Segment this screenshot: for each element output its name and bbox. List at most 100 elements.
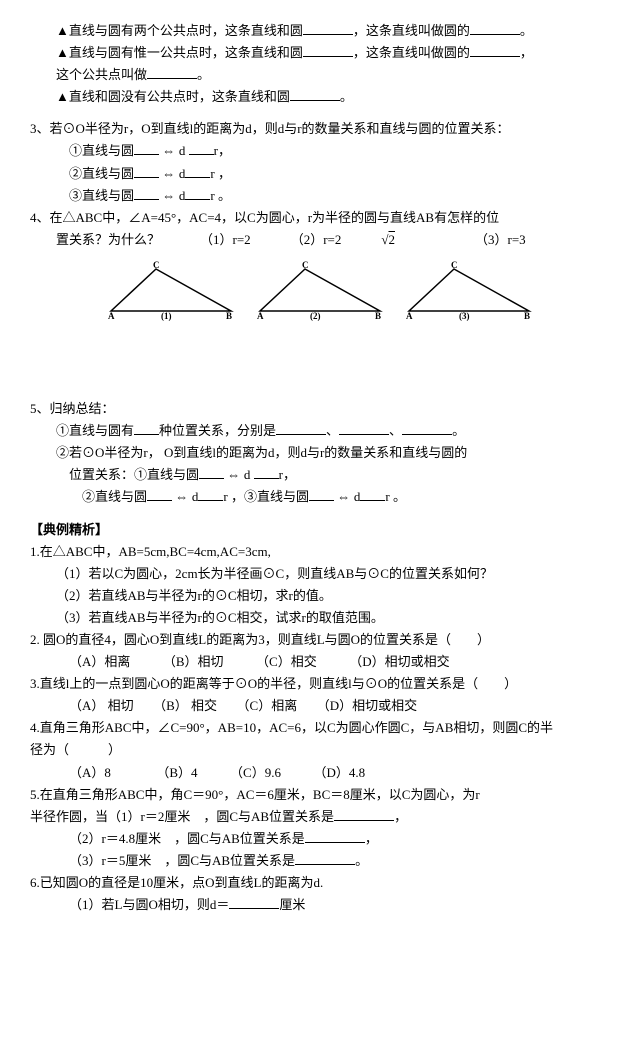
arrow-icon: ⇔: [227, 467, 244, 482]
p6-s1: （1）若L与圆O相切，则d＝厘米: [30, 894, 610, 916]
text: ①直线与圆有: [56, 423, 134, 438]
q5-l4: ②直线与圆 ⇔ dr ，③直线与圆 ⇔ dr 。: [30, 486, 610, 508]
text: ，: [394, 809, 407, 824]
text: ，: [365, 831, 378, 846]
text: r，: [214, 143, 231, 158]
p1-s3: （3）若直线AB与半径为r的⊙C相交，试求r的取值范围。: [30, 607, 610, 629]
blank: [199, 465, 224, 479]
blank: [303, 21, 353, 35]
intro-bullet-2: ▲直线与圆有惟一公共点时，这条直线和圆，这条直线叫做圆的，: [30, 42, 610, 64]
q3-stem: 3、若⊙O半径为r，O到直线l的距离为d，则d与r的数量关系和直线与圆的位置关系…: [30, 118, 610, 140]
text: 置关系？为什么？: [56, 229, 160, 251]
text: 。: [520, 23, 533, 38]
p5-stem2: 半径作圆，当（1）r＝2厘米 ，圆C与AB位置关系是，: [30, 806, 610, 828]
svg-text:C: C: [302, 261, 309, 270]
q4-opt3: （3）r=3: [475, 229, 526, 251]
blank: [254, 465, 279, 479]
q4-opt1: （1）r=2: [200, 229, 251, 251]
svg-text:(1): (1): [161, 311, 172, 321]
blank: [309, 487, 334, 501]
blank: [339, 421, 389, 435]
blank: [290, 87, 340, 101]
svg-text:(2): (2): [310, 311, 321, 321]
text: （2）r＝4.8厘米 ，圆C与AB位置关系是: [69, 831, 305, 846]
triangle-3-icon: A B C (3): [404, 261, 534, 321]
text: （3）r＝5厘米 ，圆C与AB位置关系是: [69, 853, 295, 868]
q4-stem: 4、在△ABC中，∠A=45°，AC=4，以C为圆心，r为半径的圆与直线AB有怎…: [30, 207, 610, 229]
svg-text:A: A: [406, 311, 413, 321]
text: 。: [452, 423, 465, 438]
q5-l2: ②若⊙O半径为r， O到直线l的距离为d，则d与r的数量关系和直线与圆的: [30, 442, 610, 464]
text: 。: [340, 89, 353, 104]
text: 这个公共点叫做: [56, 67, 147, 82]
svg-text:(3): (3): [459, 311, 470, 321]
blank: [189, 141, 214, 155]
text: ，这条直线叫做圆的: [353, 45, 470, 60]
p2-stem: 2. 圆O的直径4，圆心O到直线L的距离为3，则直线L与圆O的位置关系是（ ）: [30, 629, 610, 651]
blank: [134, 421, 159, 435]
arrow-icon: ⇔: [175, 489, 192, 504]
text: 。: [355, 853, 368, 868]
p1-stem: 1.在△ABC中，AB=5cm,BC=4cm,AC=3cm,: [30, 541, 610, 563]
blank: [470, 21, 520, 35]
blank: [229, 895, 279, 909]
blank: [147, 487, 172, 501]
text: r ，③直线与圆: [223, 489, 309, 504]
blank: [402, 421, 452, 435]
arrow-icon: ⇔: [162, 166, 179, 181]
text: d: [179, 143, 189, 158]
triangle-1-icon: A B C (1): [106, 261, 236, 321]
p5-stem: 5.在直角三角形ABC中，角C＝90°，AC＝6厘米，BC＝8厘米，以C为圆心，…: [30, 784, 610, 806]
text: ②直线与圆: [82, 489, 147, 504]
text: ③直线与圆: [69, 188, 134, 203]
q5-l1: ①直线与圆有 种位置关系，分别是 、 、 。: [30, 420, 610, 442]
p2-opts: （A）相离 （B）相切 （C）相交 （D）相切或相交: [30, 651, 610, 673]
text: 、: [389, 423, 402, 438]
q5-head: 5、归纳总结：: [30, 398, 610, 420]
text: r 。: [210, 188, 231, 203]
blank: [295, 851, 355, 865]
arrow-icon: ⇔: [162, 188, 179, 203]
blank: [198, 487, 223, 501]
text: 种位置关系，分别是: [159, 423, 276, 438]
triangle-2-icon: A B C (2): [255, 261, 385, 321]
svg-text:B: B: [375, 311, 381, 321]
intro-bullet-3: ▲直线和圆没有公共点时，这条直线和圆。: [30, 86, 610, 108]
p5-s3: （3）r＝5厘米 ，圆C与AB位置关系是 。: [30, 850, 610, 872]
blank: [276, 421, 326, 435]
section-title: 【典例精析】: [30, 519, 610, 541]
p4-opts: （A）8 （B）4 （C）9.6 （D）4.8: [30, 762, 610, 784]
svg-text:C: C: [153, 261, 160, 270]
svg-text:C: C: [451, 261, 458, 270]
text: r 。: [385, 489, 406, 504]
blank: [305, 829, 365, 843]
p5-s2: （2）r＝4.8厘米 ，圆C与AB位置关系是 ，: [30, 828, 610, 850]
p4-stem: 4.直角三角形ABC中，∠C=90°，AB=10，AC=6，以C为圆心作圆C，与…: [30, 717, 610, 739]
text: ▲直线与圆有惟一公共点时，这条直线和圆: [56, 45, 303, 60]
q4-options: 置关系？为什么？ （1）r=2 （2）r=2√2 （3）r=3: [30, 229, 610, 251]
blank: [360, 487, 385, 501]
text: r，: [279, 467, 296, 482]
q3-line1: ①直线与圆 ⇔ d r，: [30, 140, 610, 162]
q5-l3: 位置关系：①直线与圆 ⇔ d r，: [30, 464, 610, 486]
q3-line3: ③直线与圆 ⇔ dr 。: [30, 185, 610, 207]
p6-stem: 6.已知圆O的直径是10厘米，点O到直线L的距离为d.: [30, 872, 610, 894]
text: 位置关系：①直线与圆: [69, 467, 199, 482]
svg-text:B: B: [524, 311, 530, 321]
p4-stem2: 径为（ ）: [30, 739, 610, 761]
p3-stem: 3.直线l上的一点到圆心O的距离等于⊙O的半径，则直线l与⊙O的位置关系是（ ）: [30, 673, 610, 695]
intro-bullet-2b: 这个公共点叫做。: [30, 64, 610, 86]
q4-opt2: （2）r=2√2: [291, 229, 435, 251]
text: ▲直线与圆有两个公共点时，这条直线和圆: [56, 23, 303, 38]
text: d: [244, 467, 254, 482]
blank: [470, 43, 520, 57]
text: 、: [326, 423, 339, 438]
intro-bullet-1: ▲直线与圆有两个公共点时，这条直线和圆 ，这条直线叫做圆的 。: [30, 20, 610, 42]
blank: [185, 186, 210, 200]
p1-s1: （1）若以C为圆心，2cm长为半径画⊙C，则直线AB与⊙C的位置关系如何？: [30, 563, 610, 585]
text: ，这条直线叫做圆的: [353, 23, 470, 38]
blank: [134, 164, 159, 178]
blank: [303, 43, 353, 57]
p1-s2: （2）若直线AB与半径为r的⊙C相切，求r的值。: [30, 585, 610, 607]
text: r ，: [210, 166, 231, 181]
